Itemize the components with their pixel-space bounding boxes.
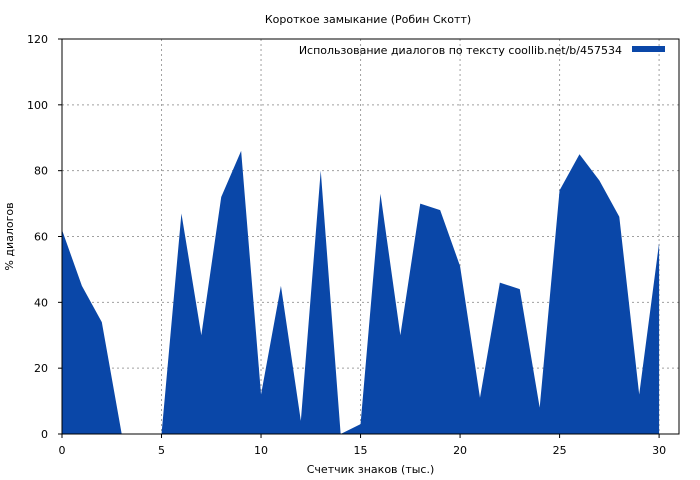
x-tick-label: 20 [453,444,467,457]
legend-label: Использование диалогов по тексту coollib… [299,44,622,57]
y-tick-label: 0 [41,428,48,441]
x-axis-title: Счетчик знаков (тыс.) [307,463,435,476]
grid [62,38,679,434]
x-tick-label: 0 [59,444,66,457]
x-tick-label: 30 [652,444,666,457]
legend: Использование диалогов по тексту coollib… [299,44,665,57]
y-tick-label: 60 [34,231,48,244]
x-tick-label: 10 [254,444,268,457]
y-tick-label: 120 [27,33,48,46]
area-series-0 [62,150,660,434]
chart-title: Короткое замыкание (Робин Скотт) [265,13,471,26]
y-tick-label: 20 [34,362,48,375]
y-tick-label: 100 [27,99,48,112]
x-tick-label: 5 [158,444,165,457]
x-tick-label: 25 [553,444,567,457]
x-tick-label: 15 [354,444,368,457]
legend-swatch [632,46,665,52]
axis-ticks: 0 5 10 15 20 25 30 0 20 40 60 80 100 120 [27,33,666,457]
y-tick-label: 80 [34,165,48,178]
y-tick-label: 40 [34,296,48,309]
y-axis-title: % диалогов [3,202,16,270]
